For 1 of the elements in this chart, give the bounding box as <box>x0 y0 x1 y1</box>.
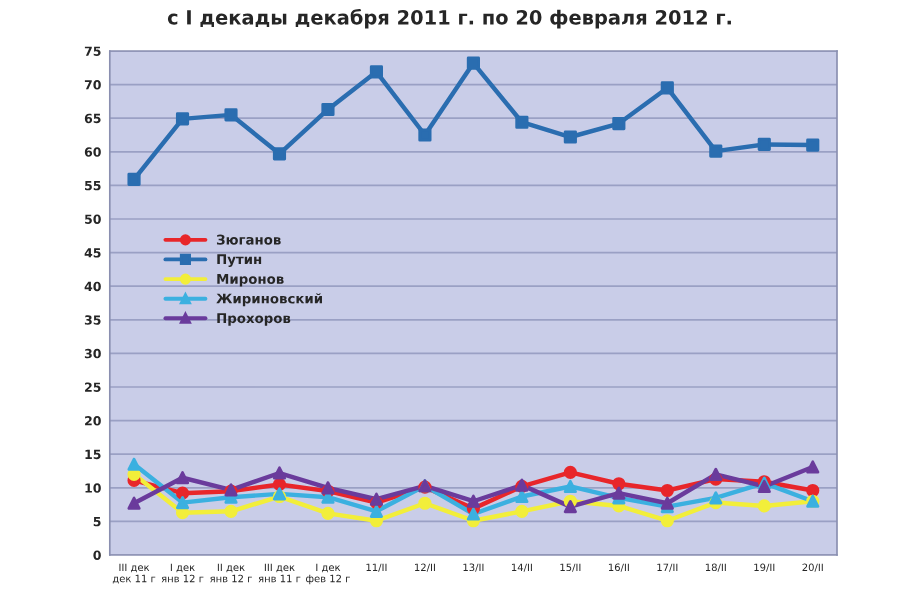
chart-title: с I декады декабря 2011 г. по 20 февраля 2012 г. <box>167 9 731 29</box>
